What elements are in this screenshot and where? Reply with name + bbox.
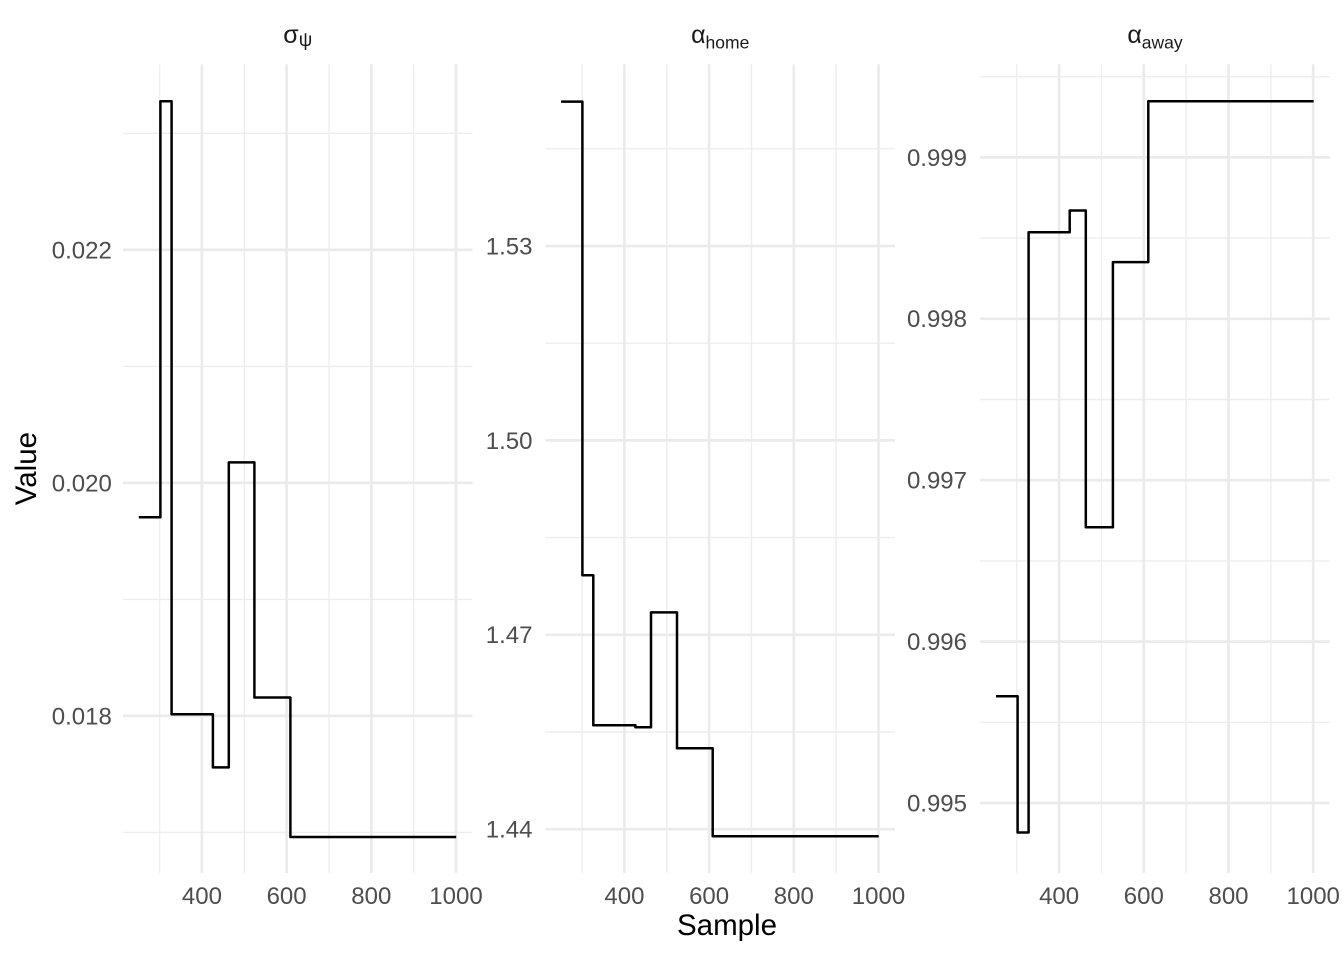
svg-text:800: 800 bbox=[351, 883, 391, 910]
svg-text:600: 600 bbox=[689, 883, 729, 910]
svg-text:0.996: 0.996 bbox=[907, 629, 967, 656]
svg-text:0.018: 0.018 bbox=[52, 703, 112, 730]
svg-text:600: 600 bbox=[1124, 883, 1164, 910]
svg-text:0.995: 0.995 bbox=[907, 790, 967, 817]
svg-text:1.53: 1.53 bbox=[486, 233, 533, 260]
svg-text:0.997: 0.997 bbox=[907, 468, 967, 495]
svg-text:1.47: 1.47 bbox=[486, 622, 533, 649]
svg-text:αhome: αhome bbox=[691, 21, 749, 52]
svg-text:400: 400 bbox=[604, 883, 644, 910]
svg-text:1000: 1000 bbox=[429, 883, 482, 910]
svg-text:600: 600 bbox=[267, 883, 307, 910]
svg-text:1000: 1000 bbox=[852, 883, 905, 910]
svg-text:0.020: 0.020 bbox=[52, 470, 112, 497]
svg-text:400: 400 bbox=[182, 883, 222, 910]
svg-text:800: 800 bbox=[774, 883, 814, 910]
svg-text:1.50: 1.50 bbox=[486, 428, 533, 455]
svg-text:1000: 1000 bbox=[1287, 883, 1340, 910]
svg-text:400: 400 bbox=[1039, 883, 1079, 910]
svg-text:Sample: Sample bbox=[677, 909, 777, 942]
svg-text:Value: Value bbox=[10, 432, 43, 505]
svg-text:1.44: 1.44 bbox=[486, 817, 533, 844]
svg-text:0.022: 0.022 bbox=[52, 237, 112, 264]
svg-text:800: 800 bbox=[1208, 883, 1248, 910]
svg-text:0.999: 0.999 bbox=[907, 145, 967, 172]
svg-text:0.998: 0.998 bbox=[907, 306, 967, 333]
